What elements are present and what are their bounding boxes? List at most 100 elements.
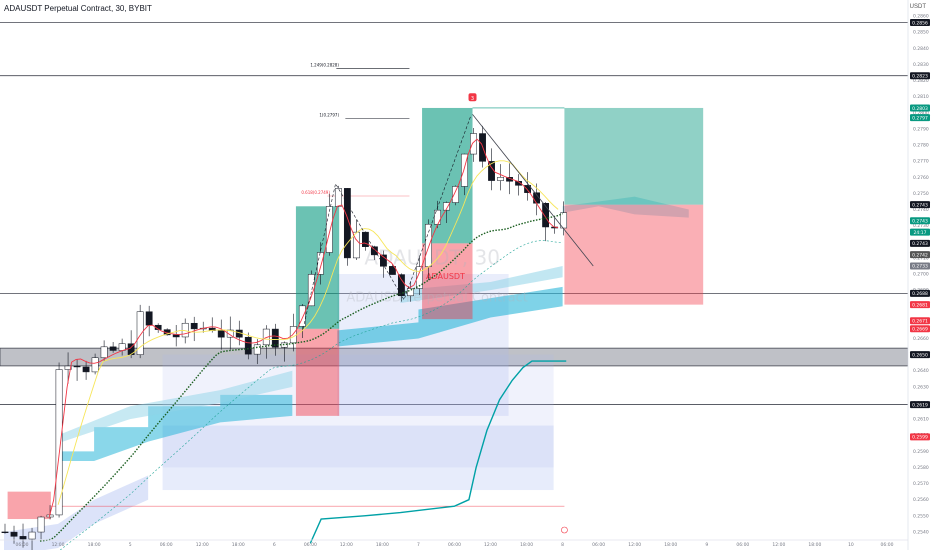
- cloud-band-lower: [58, 370, 293, 462]
- price-label-text: 0.2681: [912, 302, 928, 308]
- time-tick-label: 5: [129, 542, 132, 548]
- price-label-tag: [910, 301, 930, 309]
- price-label-text: 0.2803: [912, 106, 928, 112]
- fib-level-label: 0.618(0.2749): [301, 190, 330, 195]
- fib-level-label: 1(0.2797): [319, 113, 339, 118]
- candle: [325, 206, 333, 253]
- price-tick-label: 0.2770: [913, 159, 929, 165]
- price-label-tag: [910, 228, 930, 236]
- price-tick-label: 0.2640: [913, 368, 929, 374]
- time-tick-label: 12:00: [52, 542, 65, 548]
- candle: [145, 311, 153, 326]
- price-label-tag: [910, 433, 930, 441]
- signal-marker: [468, 93, 477, 102]
- time-tick-label: 10: [848, 542, 854, 548]
- time-tick-label: 18:00: [808, 542, 821, 548]
- price-label-text: 0.2743: [912, 241, 928, 247]
- candle: [217, 330, 225, 338]
- candle: [190, 322, 198, 330]
- candle: [560, 212, 568, 229]
- price-tick-label: 0.2830: [913, 62, 929, 68]
- short-position-target: [564, 204, 704, 305]
- price-tick-label: 0.2610: [913, 417, 929, 423]
- candle: [244, 336, 252, 355]
- candle: [470, 133, 477, 155]
- time-tick-label: 12:00: [196, 542, 209, 548]
- candle: [371, 246, 378, 256]
- price-label-text: 0.2797: [912, 115, 928, 121]
- price-label-tag: [910, 19, 930, 27]
- price-tick-label: 0.2730: [913, 223, 929, 229]
- candle: [352, 231, 360, 259]
- price-label-text: 24:17: [914, 230, 927, 236]
- price-tick-label: 0.2740: [913, 207, 929, 213]
- price-label-tag: [910, 72, 930, 80]
- price-tick-label: 0.2560: [913, 497, 929, 503]
- time-tick-label: 18:00: [376, 542, 389, 548]
- price-tick-label: 0.2590: [913, 449, 929, 455]
- candle: [82, 366, 90, 373]
- candle: [461, 153, 468, 187]
- price-tick-label: 0.2850: [913, 30, 929, 36]
- candle: [271, 328, 279, 348]
- candle: [416, 266, 423, 289]
- price-label-tag: [910, 114, 930, 122]
- price-tick-label: 0.2550: [913, 513, 929, 519]
- candle: [307, 274, 315, 307]
- watermark-symbol: ADAUSDT, 30: [364, 245, 500, 269]
- time-tick-label: 06:00: [160, 542, 173, 548]
- cloud-band-projection: [562, 196, 689, 218]
- candle: [434, 209, 441, 225]
- ma-mid-yellow: [57, 160, 559, 505]
- price-label-text: 0.2743: [912, 202, 928, 208]
- candle: [488, 161, 495, 181]
- candle: [100, 346, 108, 358]
- ma-trend-dashed: [52, 240, 563, 555]
- price-label-tag: [910, 325, 930, 333]
- candle: [343, 188, 351, 259]
- candle: [19, 536, 27, 540]
- time-tick-label: 6: [273, 542, 276, 548]
- short-position-stop: [564, 107, 704, 205]
- ma-slow-dotted: [39, 213, 563, 542]
- price-label-tag: [910, 401, 930, 409]
- price-label-tag: [910, 104, 930, 112]
- time-tick-label: 8: [561, 542, 564, 548]
- price-tick-label: 0.2750: [913, 191, 929, 197]
- cloud-band-top: [400, 265, 563, 304]
- cloud-band-mid: [337, 286, 563, 347]
- price-tick-label: 0.2660: [913, 336, 929, 342]
- time-tick-label: 06:00: [448, 542, 461, 548]
- candle: [64, 365, 72, 370]
- price-label-tag: [910, 217, 930, 225]
- candle: [55, 369, 63, 516]
- price-label-text: 0.2650: [912, 352, 928, 358]
- candle: [361, 231, 369, 247]
- candle: [425, 223, 432, 267]
- price-label-text: 0.2856: [912, 20, 928, 26]
- position-box-left: [7, 491, 51, 520]
- chart-title: ADAUSDT Perpetual Contract, 30, BYBIT: [4, 4, 152, 13]
- time-tick-label: 06:00: [736, 542, 749, 548]
- price-label-tag: [910, 351, 930, 359]
- cumulative-line: [309, 360, 567, 544]
- time-tick-label: 18:00: [88, 542, 101, 548]
- price-axis-bg: [908, 0, 932, 550]
- price-label-text: 0.2599: [912, 435, 928, 441]
- candle: [398, 274, 405, 297]
- price-tick-label: 0.2760: [913, 175, 929, 181]
- candle: [262, 328, 270, 346]
- candle: [497, 177, 504, 181]
- candle: [389, 266, 396, 275]
- candle: [172, 334, 180, 338]
- candle: [524, 185, 531, 193]
- price-label-text: 0.2743: [912, 219, 928, 225]
- price-tick-label: 0.2820: [913, 78, 929, 84]
- candle: [298, 305, 306, 327]
- price-label-text: 0.2742: [912, 252, 928, 258]
- fib-level-label: 1.249(0.2828): [310, 63, 339, 68]
- price-tick-label: 0.2700: [913, 272, 929, 278]
- candle: [443, 202, 450, 211]
